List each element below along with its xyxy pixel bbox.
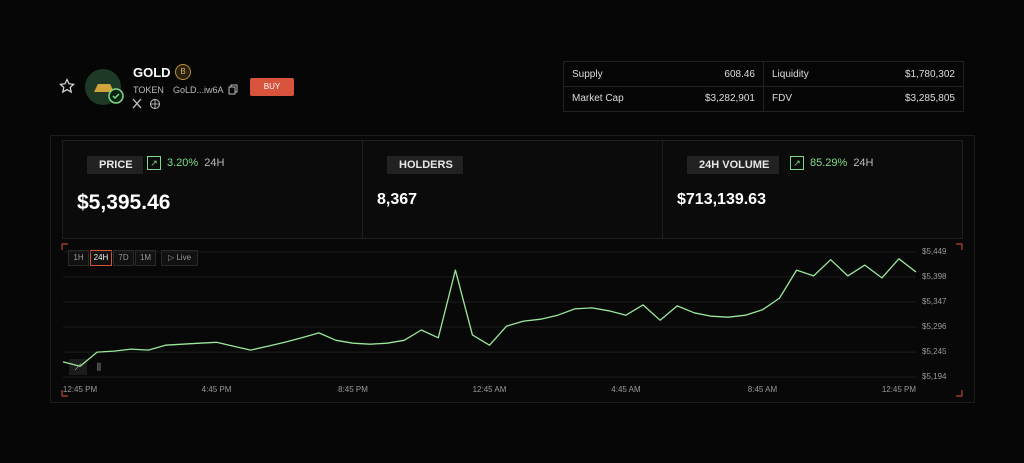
- token-symbol: GOLD: [133, 65, 171, 80]
- stat-value: $3,285,805: [904, 93, 955, 104]
- star-icon[interactable]: [59, 78, 75, 94]
- holders-card: HOLDERS 8,367: [362, 140, 663, 239]
- range-button[interactable]: 24H: [90, 250, 112, 266]
- stat-value: 608.46: [724, 69, 755, 80]
- card-label: 24H VOLUME: [687, 156, 780, 174]
- card-value: 8,367: [377, 191, 418, 208]
- live-label: Live: [176, 253, 192, 262]
- stat-label: Liquidity: [772, 69, 809, 80]
- token-logo: [85, 69, 124, 105]
- stat-label: Market Cap: [572, 93, 624, 104]
- buy-button[interactable]: BUY: [250, 78, 294, 96]
- card-label: HOLDERS: [387, 156, 463, 174]
- card-value: $5,395.46: [77, 191, 171, 214]
- social-icons[interactable]: [132, 98, 162, 110]
- stat-label: Supply: [572, 69, 603, 80]
- change-period: 24H: [204, 156, 225, 169]
- change-period: 24H: [853, 156, 874, 169]
- stat-label: FDV: [772, 93, 792, 104]
- line-mode-button[interactable]: ⟋: [69, 359, 87, 375]
- range-button[interactable]: 1M: [135, 250, 156, 266]
- range-button[interactable]: 1H: [68, 250, 89, 266]
- volume-card: 24H VOLUME ↗ 85.29% 24H $713,139.63: [662, 140, 963, 239]
- candle-mode-button[interactable]: ⫼: [96, 362, 102, 372]
- stat-value: $1,780,302: [904, 69, 955, 80]
- range-button[interactable]: 7D: [113, 250, 134, 266]
- badge: B: [175, 64, 191, 80]
- card-change: ↗ 85.29% 24H: [790, 156, 874, 170]
- stats-table: Supply 608.46 Liquidity $1,780,302 Marke…: [563, 61, 964, 112]
- card-change: ↗ 3.20% 24H: [147, 156, 224, 170]
- token-address[interactable]: GoLD...iw6A: [173, 85, 224, 95]
- card-value: $713,139.63: [677, 191, 766, 208]
- token-kind: TOKEN: [133, 85, 164, 95]
- change-value: 85.29%: [810, 156, 848, 169]
- live-button[interactable]: ▷ Live: [161, 250, 198, 266]
- card-label: PRICE: [87, 156, 143, 174]
- price-card: PRICE ↗ 3.20% 24H $5,395.46: [62, 140, 363, 239]
- copy-icon[interactable]: [228, 84, 238, 95]
- change-value: 3.20%: [167, 156, 199, 169]
- stat-value: $3,282,901: [704, 93, 755, 104]
